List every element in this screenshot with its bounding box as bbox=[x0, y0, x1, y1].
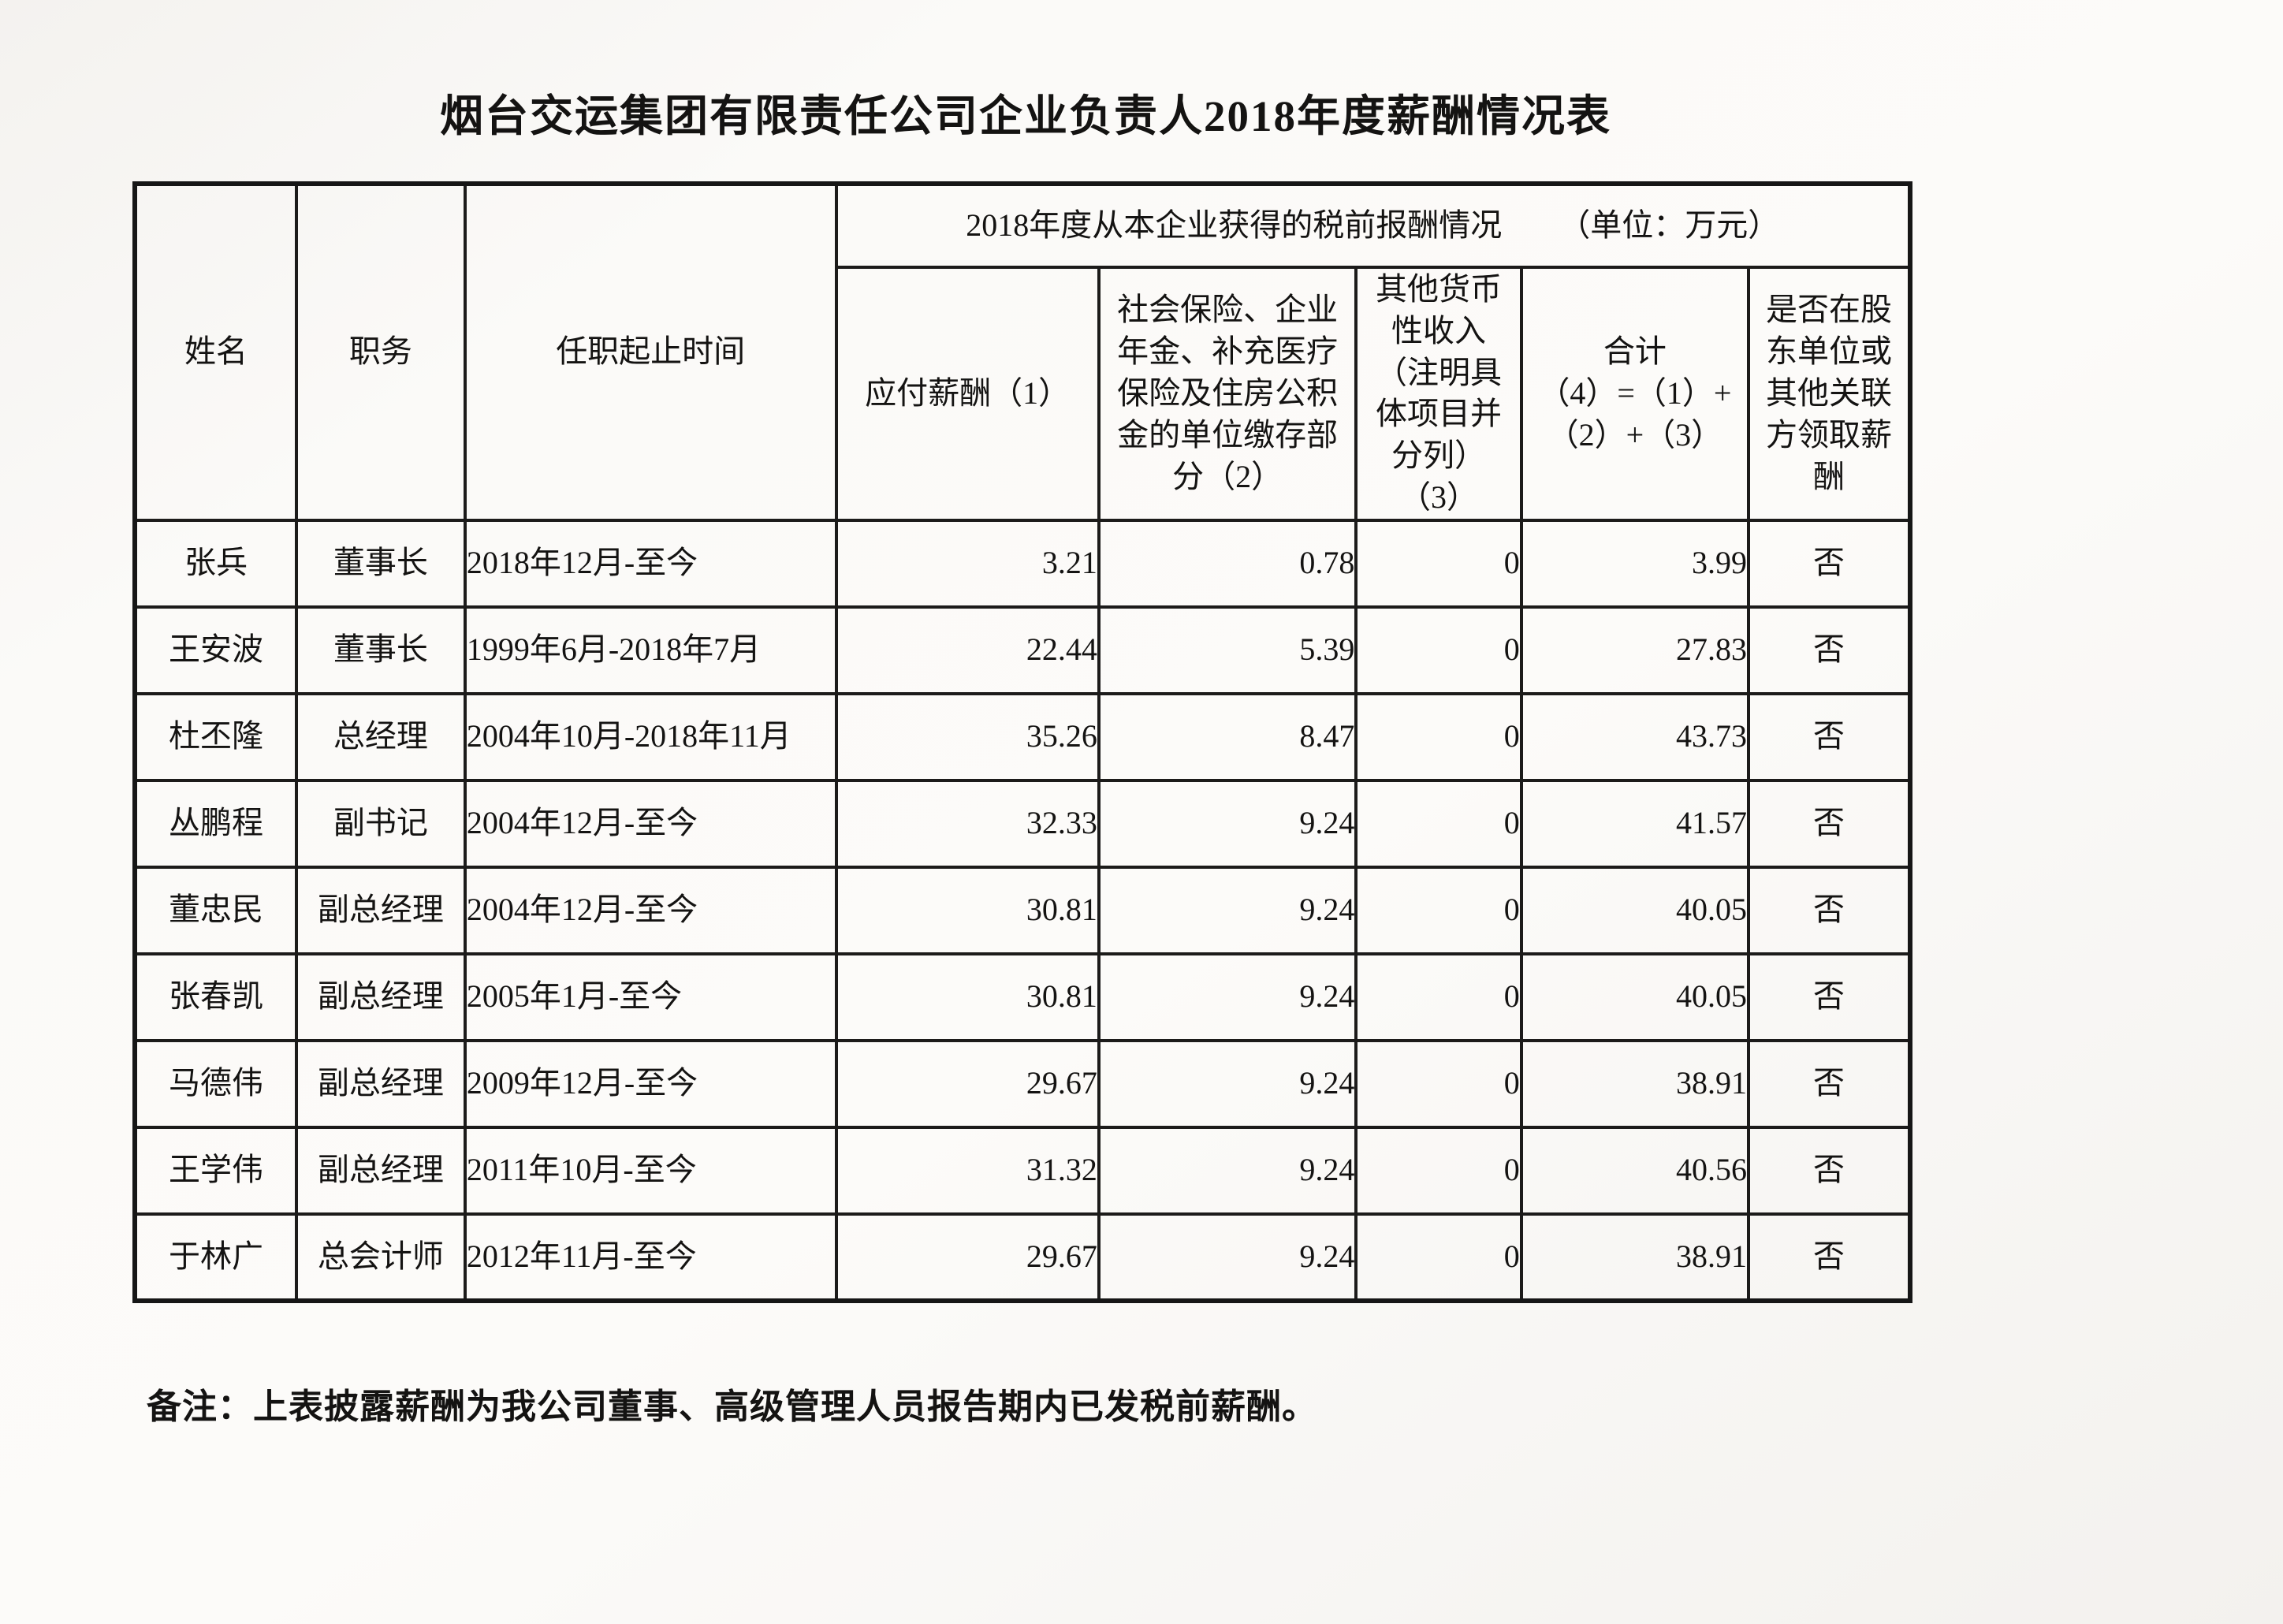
cell-name: 张兵 bbox=[133, 518, 298, 609]
cell-name: 杜丕隆 bbox=[133, 691, 298, 782]
table-row: 董忠民 副总经理 2004年12月-至今 30.81 9.24 0 40.05 … bbox=[133, 865, 1912, 955]
cell-name: 王学伟 bbox=[133, 1125, 298, 1216]
cell-position: 副总经理 bbox=[294, 865, 467, 955]
cell-name: 于林广 bbox=[133, 1212, 298, 1302]
table-row: 王安波 董事长 1999年6月-2018年7月 22.44 5.39 0 27.… bbox=[133, 605, 1912, 695]
cell-name: 丛鹏程 bbox=[133, 778, 298, 869]
cell-other-income: 0 bbox=[1354, 1125, 1523, 1216]
cell-tenure: 2012年11月-至今 bbox=[463, 1212, 838, 1302]
cell-position: 总经理 bbox=[294, 691, 467, 782]
cell-salary: 30.81 bbox=[834, 865, 1101, 955]
header-section: 2018年度从本企业获得的税前报酬情况 （单位：万元） bbox=[834, 182, 1912, 269]
cell-position: 副总经理 bbox=[294, 1125, 467, 1216]
cell-total: 40.56 bbox=[1519, 1125, 1751, 1216]
table-row: 王学伟 副总经理 2011年10月-至今 31.32 9.24 0 40.56 … bbox=[133, 1125, 1912, 1216]
cell-position: 董事长 bbox=[294, 518, 467, 609]
cell-total: 38.91 bbox=[1519, 1212, 1751, 1302]
cell-insurance: 9.24 bbox=[1097, 952, 1358, 1042]
cell-name: 张春凯 bbox=[133, 952, 298, 1042]
table-row: 于林广 总会计师 2012年11月-至今 29.67 9.24 0 38.91 … bbox=[133, 1212, 1912, 1302]
cell-total: 40.05 bbox=[1519, 865, 1751, 955]
header-salary: 应付薪酬（1） bbox=[834, 266, 1101, 522]
cell-tenure: 2005年1月-至今 bbox=[463, 952, 838, 1042]
document-title: 烟台交运集团有限责任公司企业负责人2018年度薪酬情况表 bbox=[439, 92, 1611, 140]
header-tenure: 任职起止时间 bbox=[463, 182, 838, 522]
header-section-title: 2018年度从本企业获得的税前报酬情况 bbox=[966, 207, 1503, 244]
cell-tenure: 1999年6月-2018年7月 bbox=[463, 605, 838, 695]
cell-related-party: 否 bbox=[1747, 691, 1912, 782]
cell-other-income: 0 bbox=[1354, 691, 1523, 782]
cell-salary: 29.67 bbox=[834, 1038, 1101, 1129]
header-unit-label: （单位：万元） bbox=[1559, 207, 1780, 244]
cell-name: 董忠民 bbox=[133, 865, 298, 955]
cell-related-party: 否 bbox=[1747, 778, 1912, 869]
cell-total: 3.99 bbox=[1519, 518, 1751, 609]
cell-salary: 30.81 bbox=[834, 952, 1101, 1042]
cell-related-party: 否 bbox=[1747, 1038, 1912, 1129]
cell-salary: 32.33 bbox=[834, 778, 1101, 869]
table-row: 马德伟 副总经理 2009年12月-至今 29.67 9.24 0 38.91 … bbox=[133, 1038, 1912, 1129]
cell-other-income: 0 bbox=[1354, 1038, 1523, 1129]
cell-salary: 29.67 bbox=[834, 1212, 1101, 1302]
cell-position: 副总经理 bbox=[294, 1038, 467, 1129]
cell-tenure: 2004年12月-至今 bbox=[463, 778, 838, 869]
cell-total: 41.57 bbox=[1519, 778, 1751, 869]
cell-related-party: 否 bbox=[1747, 605, 1912, 695]
cell-total: 38.91 bbox=[1519, 1038, 1751, 1129]
cell-related-party: 否 bbox=[1747, 865, 1912, 955]
cell-position: 副书记 bbox=[294, 778, 467, 869]
header-related-party: 是否在股 东单位或 其他关联 方领取薪 酬 bbox=[1747, 266, 1912, 522]
cell-other-income: 0 bbox=[1354, 1212, 1523, 1302]
cell-name: 王安波 bbox=[133, 605, 298, 695]
table-header-row-top: 姓名 职务 任职起止时间 2018年度从本企业获得的税前报酬情况 （单位：万元） bbox=[133, 182, 1912, 522]
salary-table: 姓名 职务 任职起止时间 2018年度从本企业获得的税前报酬情况 （单位：万元）… bbox=[132, 181, 1912, 1303]
cell-insurance: 9.24 bbox=[1097, 1125, 1358, 1216]
table-row: 张兵 董事长 2018年12月-至今 3.21 0.78 0 3.99 否 bbox=[133, 518, 1912, 609]
cell-salary: 31.32 bbox=[834, 1125, 1101, 1216]
cell-tenure: 2009年12月-至今 bbox=[463, 1038, 838, 1129]
cell-position: 董事长 bbox=[294, 605, 467, 695]
cell-tenure: 2004年10月-2018年11月 bbox=[463, 691, 838, 782]
table-header-row-sub: 应付薪酬（1） 社会保险、企业 年金、补充医疗 保险及住房公积 金的单位缴存部 … bbox=[135, 266, 1912, 522]
cell-salary: 22.44 bbox=[834, 605, 1101, 695]
cell-other-income: 0 bbox=[1354, 605, 1523, 695]
cell-position: 副总经理 bbox=[294, 952, 467, 1042]
cell-tenure: 2011年10月-至今 bbox=[463, 1125, 838, 1216]
cell-related-party: 否 bbox=[1747, 1125, 1912, 1216]
table-row: 丛鹏程 副书记 2004年12月-至今 32.33 9.24 0 41.57 否 bbox=[133, 778, 1912, 869]
cell-insurance: 9.24 bbox=[1097, 865, 1358, 955]
cell-tenure: 2004年12月-至今 bbox=[463, 865, 838, 955]
cell-insurance: 9.24 bbox=[1097, 1212, 1358, 1302]
cell-insurance: 0.78 bbox=[1097, 518, 1358, 609]
cell-salary: 35.26 bbox=[834, 691, 1101, 782]
cell-salary: 3.21 bbox=[834, 518, 1101, 609]
cell-total: 43.73 bbox=[1519, 691, 1751, 782]
cell-insurance: 9.24 bbox=[1097, 1038, 1358, 1129]
cell-position: 总会计师 bbox=[294, 1212, 467, 1302]
cell-related-party: 否 bbox=[1747, 1212, 1912, 1302]
cell-insurance: 9.24 bbox=[1097, 778, 1358, 869]
cell-other-income: 0 bbox=[1354, 865, 1523, 955]
cell-other-income: 0 bbox=[1354, 778, 1523, 869]
table-row: 杜丕隆 总经理 2004年10月-2018年11月 35.26 8.47 0 4… bbox=[133, 691, 1912, 782]
header-insurance: 社会保险、企业 年金、补充医疗 保险及住房公积 金的单位缴存部 分（2） bbox=[1097, 266, 1358, 522]
cell-other-income: 0 bbox=[1354, 952, 1523, 1042]
cell-related-party: 否 bbox=[1747, 952, 1912, 1042]
cell-related-party: 否 bbox=[1747, 518, 1912, 609]
footnote: 备注：上表披露薪酬为我公司董事、高级管理人员报告期内已发税前薪酬。 bbox=[147, 1387, 1317, 1426]
cell-insurance: 8.47 bbox=[1097, 691, 1358, 782]
table-row: 张春凯 副总经理 2005年1月-至今 30.81 9.24 0 40.05 否 bbox=[133, 952, 1912, 1042]
header-name: 姓名 bbox=[133, 182, 298, 522]
cell-other-income: 0 bbox=[1354, 518, 1523, 609]
cell-name: 马德伟 bbox=[133, 1038, 298, 1129]
header-other-income: 其他货币 性收入 （注明具 体项目并 分列） （3） bbox=[1354, 266, 1523, 522]
header-position: 职务 bbox=[294, 182, 467, 522]
cell-total: 27.83 bbox=[1519, 605, 1751, 695]
cell-insurance: 5.39 bbox=[1097, 605, 1358, 695]
cell-tenure: 2018年12月-至今 bbox=[463, 518, 838, 609]
cell-total: 40.05 bbox=[1519, 952, 1751, 1042]
header-total: 合计 （4）=（1）+ （2）+（3） bbox=[1519, 266, 1751, 522]
